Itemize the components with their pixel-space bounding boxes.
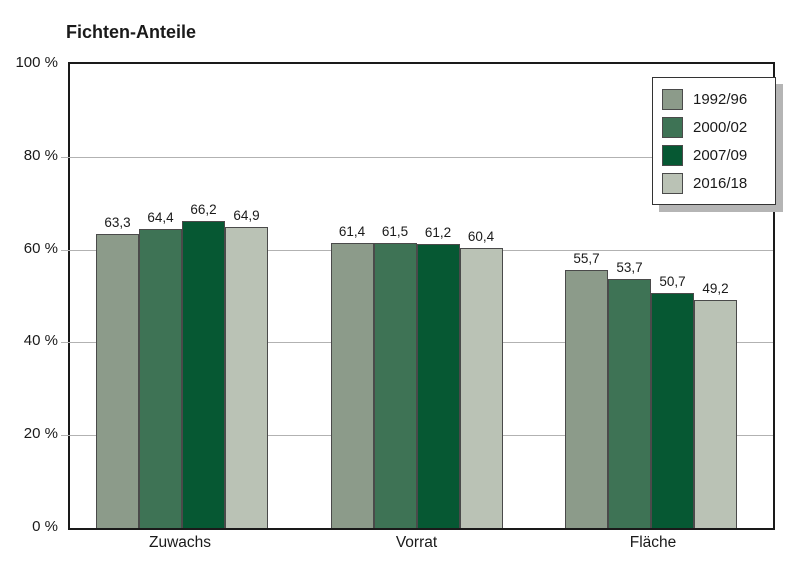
bar-fläche-2007-09: 50,7 xyxy=(651,274,694,528)
bar-value-label: 66,2 xyxy=(190,201,217,217)
bar-fläche-2000-02: 53,7 xyxy=(608,260,651,528)
legend-label: 2000/02 xyxy=(693,118,748,136)
bar-group-vorrat: 61,4 61,5 61,2 60,4 xyxy=(330,64,503,528)
bar-value-label: 60,4 xyxy=(467,228,495,244)
bar-value-label: 61,4 xyxy=(338,224,366,240)
y-tick-label-40: 40 % xyxy=(23,332,58,350)
y-tick-label-60: 60 % xyxy=(23,239,58,257)
x-category-label-zuwachs: Zuwachs xyxy=(148,534,212,551)
bar-groups: 63,3 64,4 66,2 64,9 61,4 61,5 61,2 60,4 55,7 53,7… xyxy=(70,64,773,528)
bar-value-label: 64,4 xyxy=(147,210,174,226)
legend-item-2007-09: 2007/09 xyxy=(662,141,766,169)
x-axis-category-labels: Zuwachs Vorrat Fläche xyxy=(68,534,775,552)
y-tick-label-80: 80 % xyxy=(23,146,58,164)
legend-item-2016-18: 2016/18 xyxy=(662,169,766,197)
bar-value-label: 64,9 xyxy=(233,207,260,223)
legend-label: 2016/18 xyxy=(693,174,748,192)
bar-group-fläche: 55,7 53,7 50,7 49,2 xyxy=(565,64,737,528)
bar-value-label: 53,7 xyxy=(616,259,643,275)
legend: 1992/96 2000/02 2007/09 2016/18 xyxy=(652,77,776,205)
legend-swatch-icon xyxy=(662,172,683,194)
x-category-label-fläche: Fläche xyxy=(629,534,677,551)
y-tick-label-0: 0 % xyxy=(32,518,58,535)
legend-item-1992-96: 1992/96 xyxy=(662,85,766,113)
gridline-80 xyxy=(61,156,773,158)
bar-zuwachs-2016-18: 64,9 xyxy=(225,208,268,528)
bar-zuwachs-1992-96: 63,3 xyxy=(96,215,139,528)
bar-zuwachs-2000-02: 64,4 xyxy=(139,210,182,528)
legend-swatch-icon xyxy=(662,88,683,110)
bar-vorrat-2000-02: 61,5 xyxy=(373,224,417,528)
legend-label: 1992/96 xyxy=(693,90,748,108)
chart-title: Fichten-Anteile xyxy=(66,22,197,42)
bar-value-label: 61,5 xyxy=(381,223,409,239)
x-category-label-vorrat: Vorrat xyxy=(395,534,438,551)
bar-value-label: 63,3 xyxy=(104,215,131,231)
bar-value-label: 49,2 xyxy=(702,280,729,296)
bar-vorrat-1992-96: 61,4 xyxy=(330,224,374,528)
bar-fläche-2016-18: 49,2 xyxy=(694,281,737,528)
bar-vorrat-2007-09: 61,2 xyxy=(416,225,460,528)
y-tick-label-100: 100 % xyxy=(15,54,58,71)
bar-value-label: 50,7 xyxy=(659,273,686,289)
legend-item-2000-02: 2000/02 xyxy=(662,113,766,141)
bar-group-zuwachs: 63,3 64,4 66,2 64,9 xyxy=(96,64,268,528)
bar-value-label: 55,7 xyxy=(573,250,600,266)
legend-swatch-icon xyxy=(662,116,683,138)
bar-zuwachs-2007-09: 66,2 xyxy=(182,202,225,528)
bar-value-label: 61,2 xyxy=(424,225,452,241)
legend-label: 2007/09 xyxy=(693,146,748,164)
legend-swatch-icon xyxy=(662,144,683,166)
bar-fläche-1992-96: 55,7 xyxy=(565,251,608,528)
y-axis-tick-labels: 0 % 20 % 40 % 60 % 80 % 100 % xyxy=(0,54,58,535)
y-tick-label-20: 20 % xyxy=(23,425,58,443)
bar-vorrat-2016-18: 60,4 xyxy=(459,229,503,528)
